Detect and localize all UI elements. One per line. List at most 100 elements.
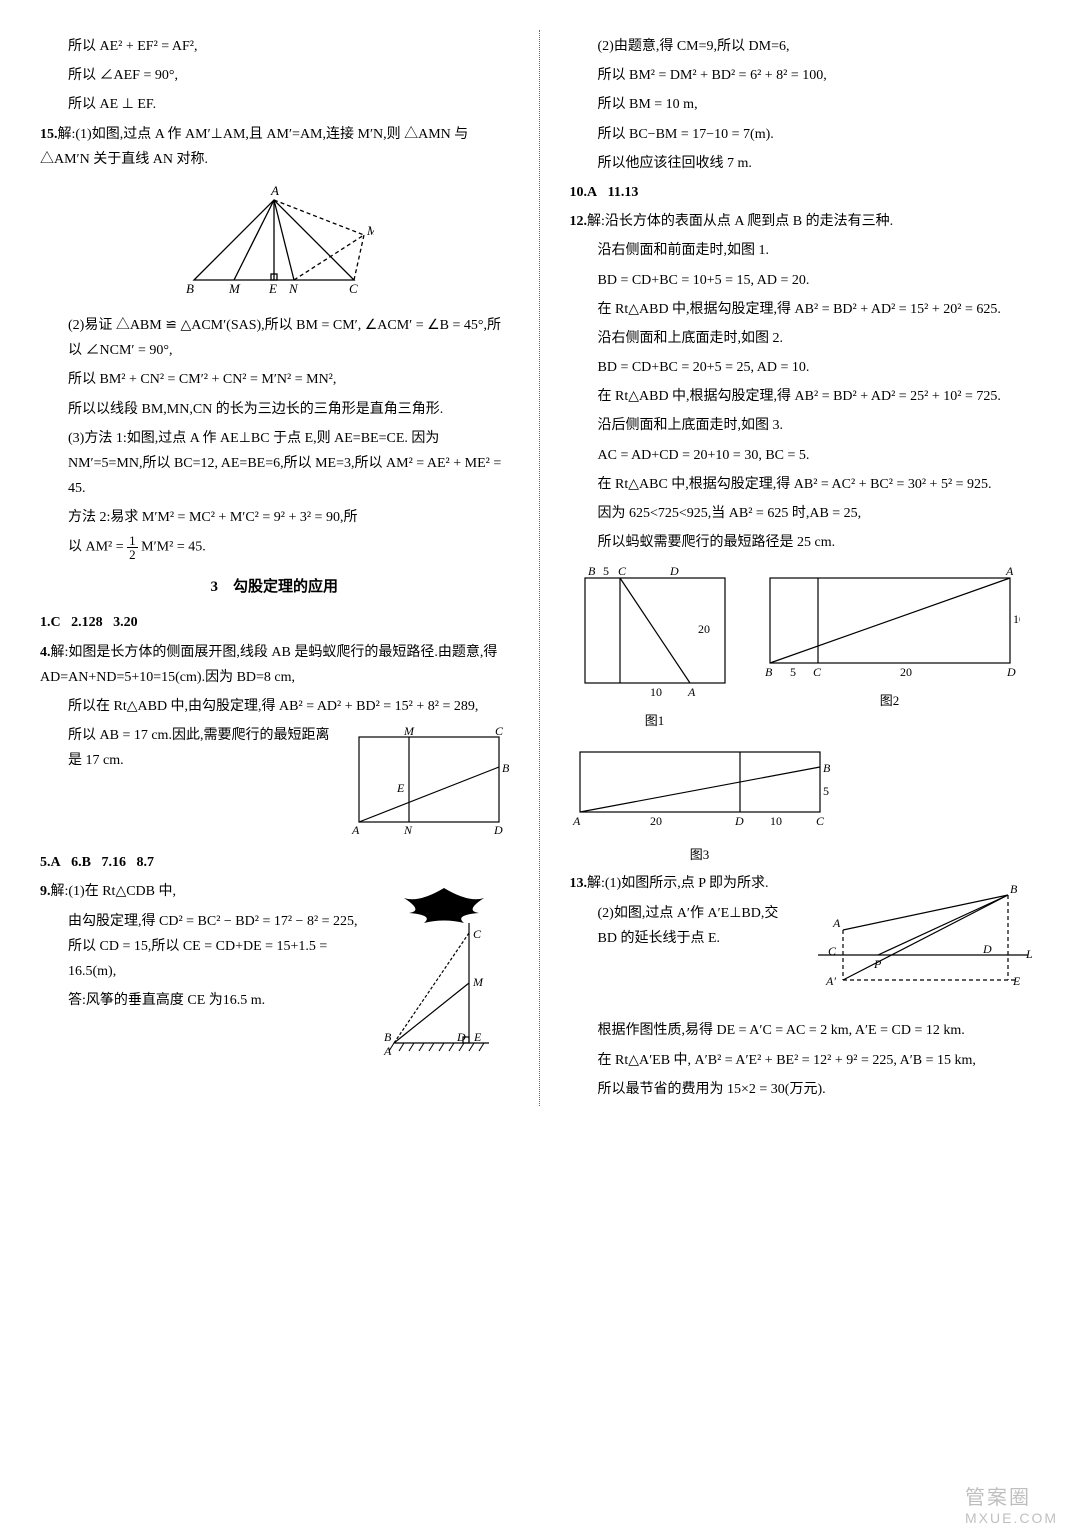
l: B [384,1030,392,1044]
q12-g: 在 Rt△ABD 中,根据勾股定理,得 AB² = BD² + AD² = 25… [570,384,1039,409]
l: 10 [650,685,662,699]
t: 解:(1)在 Rt△CDB 中, [51,884,177,899]
q11: 11.13 [608,185,639,200]
caption: 图1 [570,710,740,729]
q15-2b: 所以 BM² + CN² = CM′² + CN² = M′N² = MN², [40,367,509,392]
l: D [734,814,744,828]
l: C [813,665,822,679]
q9-2d: 所以 BC−BM = 17−10 = 7(m). [570,122,1039,147]
l: 20 [900,665,912,679]
q12-f: BD = CD+BC = 20+5 = 25, AD = 10. [570,355,1039,380]
q12-fig1: B 5 C D 20 10 A 图1 [570,563,740,729]
q12-fig3: B 5 A 20 D 10 C 图3 [570,737,830,863]
q12-a: 12.解:沿长方体的表面从点 A 爬到点 B 的走法有三种. [570,209,1039,234]
q12-i: AC = AD+CD = 20+10 = 30, BC = 5. [570,443,1039,468]
q13-2d: 所以最节省的费用为 15×2 = 30(万元). [570,1077,1039,1102]
section-3-title: 3 勾股定理的应用 [40,575,509,596]
q13-num: 13. [570,876,588,891]
t: 以 AM² = [68,540,124,555]
t: 解:沿长方体的表面从点 A 爬到点 B 的走法有三种. [587,214,893,229]
q12-h: 沿后侧面和上底面走时,如图 3. [570,413,1039,438]
frac-d: 2 [127,548,138,561]
caption: 图3 [570,844,830,863]
q12-fig2: A 10 B 5 C 20 D 图2 [760,563,1020,729]
l: A′ [825,974,836,988]
l: N [403,823,413,837]
q15-1-text: 解:(1)如图,过点 A 作 AM′⊥AM,且 AM′=AM,连接 M′N,则 … [40,127,468,167]
q12-k: 因为 625<725<925,当 AB² = 625 时,AB = 25, [570,501,1039,526]
l: E [396,781,405,795]
l: M [472,975,484,989]
l: 5 [823,784,829,798]
l: 10 [770,814,782,828]
l: 20 [650,814,662,828]
q12-b: 沿右侧面和前面走时,如图 1. [570,238,1039,263]
q13-figure: A B C P D L A′ E [808,875,1038,1010]
l: E [1012,974,1021,988]
l: P [873,957,882,971]
q9-figure: C M B D E A [379,883,509,1068]
l: A [572,814,581,828]
l: A [687,685,696,699]
q15-3b2: 以 AM² = 1 2 M′M² = 45. [40,534,509,561]
answers-10-11: 10.A 11.13 [570,180,1039,205]
l: C [816,814,825,828]
frac-n: 1 [127,534,138,548]
l: L [1025,947,1033,961]
q8: 8.7 [136,855,154,870]
label-A: A [270,183,279,198]
l: B [765,665,773,679]
text-line: 所以 ∠AEF = 90°, [40,63,509,88]
q4-num: 4. [40,645,51,660]
wm1: 管案圈 [965,1481,1058,1510]
q15-2a: (2)易证 △ABM ≌ △ACM′(SAS),所以 BM = CM′, ∠AC… [40,313,509,363]
label-Mp: M′ [366,223,374,238]
l: D [1006,665,1016,679]
q15-part1: 15.解:(1)如图,过点 A 作 AM′⊥AM,且 AM′=AM,连接 M′N… [40,122,509,172]
l: D [669,564,679,578]
t: 解:(1)如图所示,点 P 即为所求. [587,876,768,891]
t: 解:如图是长方体的侧面展开图,线段 AB 是蚂蚁爬行的最短路径.由题意,得 AD… [40,645,497,685]
l: D [982,942,992,956]
q13-2c: 在 Rt△A′EB 中, A′B² = A′E² + BE² = 12² + 9… [570,1048,1039,1073]
q12-j: 在 Rt△ABC 中,根据勾股定理,得 AB² = AC² + BC² = 30… [570,472,1039,497]
label-C: C [349,281,358,296]
q15-2c: 所以以线段 BM,MN,CN 的长为三边长的三角形是直角三角形. [40,397,509,422]
q9-num: 9. [40,884,51,899]
q3: 3.20 [113,615,138,630]
caption: 图2 [760,690,1020,709]
watermark: 管案圈 MXUE.COM [965,1481,1058,1526]
t: M′M² = 45. [141,540,206,555]
l: C [473,927,482,941]
l: 20 [698,622,710,636]
l: A [383,1044,392,1058]
q12-figures-row2: B 5 A 20 D 10 C 图3 [570,737,1039,863]
q4-a: 4.解:如图是长方体的侧面展开图,线段 AB 是蚂蚁爬行的最短路径.由题意,得 … [40,640,509,690]
label-B: B [186,281,194,296]
q12-e: 沿右侧面和上底面走时,如图 2. [570,326,1039,351]
answers-5-8: 5.A 6.B 7.16 8.7 [40,850,509,875]
q5: 5.A [40,855,61,870]
l: B [502,761,509,775]
q2: 2.128 [71,615,103,630]
label-E: E [268,281,277,296]
q9-2b: 所以 BM² = DM² + BD² = 6² + 8² = 100, [570,63,1039,88]
fraction-half: 1 2 [127,534,138,561]
q9-2c: 所以 BM = 10 m, [570,92,1039,117]
answers-1-3: 1.C 2.128 3.20 [40,610,509,635]
q13-2b: 根据作图性质,易得 DE = A′C = AC = 2 km, A′E = CD… [570,1018,1039,1043]
label-N: N [288,281,299,296]
l: A [1005,564,1014,578]
q4-figure: M C B E A N D [349,727,509,842]
q15-3b1: 方法 2:易求 M′M² = MC² + M′C² = 9² + 3² = 90… [40,505,509,530]
label-M: M [228,281,241,296]
text-line: 所以 AE ⊥ EF. [40,92,509,117]
q12-c: BD = CD+BC = 10+5 = 15, AD = 20. [570,268,1039,293]
q9-2e: 所以他应该往回收线 7 m. [570,151,1039,176]
wm2: MXUE.COM [965,1510,1058,1526]
q6: 6.B [71,855,91,870]
l: 5 [790,665,796,679]
q15-figure: A B M E N C M′ [40,180,509,305]
l: D [493,823,503,837]
q15-3a: (3)方法 1:如图,过点 A 作 AE⊥BC 于点 E,则 AE=BE=CE.… [40,426,509,502]
